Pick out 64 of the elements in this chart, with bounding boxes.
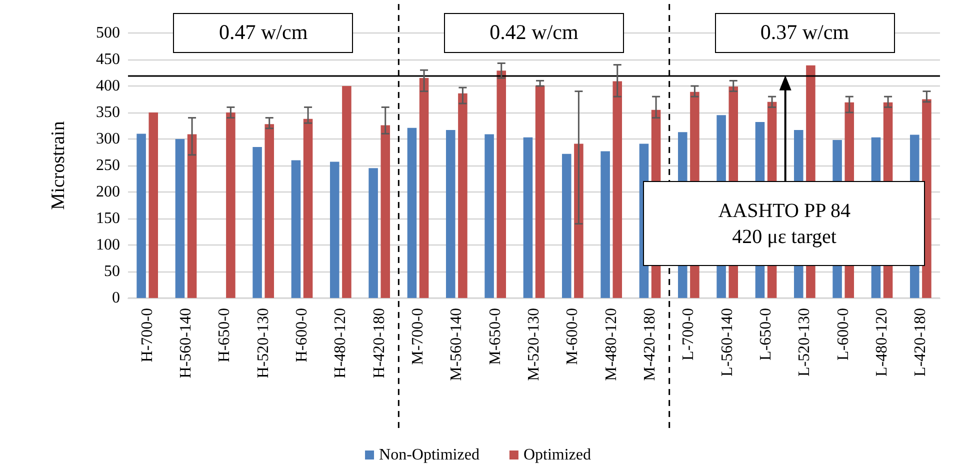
text-box: 0.42 w/cm — [444, 13, 624, 53]
y-tick-label: 500 — [96, 24, 120, 42]
x-tick-label: H-420-180 — [370, 308, 388, 378]
x-tick-label: M-520-130 — [526, 308, 542, 381]
bar — [226, 112, 236, 298]
bar — [148, 112, 158, 298]
bar — [535, 85, 545, 298]
x-tick-label: H-520-130 — [254, 308, 272, 378]
bar — [175, 139, 185, 298]
y-tick-label: 150 — [96, 210, 120, 227]
legend-label: Non-Optimized — [379, 446, 480, 464]
bar — [458, 93, 468, 298]
x-tick-label: M-600-0 — [564, 308, 582, 365]
x-tick-label: H-650-0 — [216, 308, 234, 362]
y-tick-label: 450 — [96, 51, 120, 68]
y-axis-title: Microstrain — [48, 120, 69, 210]
x-tick-label: H-480-120 — [332, 308, 350, 378]
bar — [419, 78, 429, 298]
text-box: 0.47 w/cm — [173, 13, 354, 53]
x-tick-label: L-480-120 — [874, 308, 890, 376]
bar — [407, 128, 417, 298]
x-tick-label: M-650-0 — [486, 308, 504, 365]
bar — [187, 134, 197, 298]
x-tick-label: M-480-120 — [602, 308, 620, 381]
x-tick-label: H-700-0 — [138, 308, 156, 362]
y-tick-label: 250 — [96, 157, 120, 174]
y-tick-label: 200 — [96, 184, 120, 200]
bar — [303, 118, 313, 298]
y-tick-label: 50 — [104, 263, 120, 280]
text-box: AASHTO PP 84 420 με target — [643, 181, 926, 266]
bar — [600, 151, 610, 298]
bar — [496, 70, 506, 298]
x-tick-label: L-600-0 — [834, 308, 852, 360]
y-tick-label: 300 — [96, 130, 120, 148]
bar — [291, 160, 301, 298]
bar — [484, 134, 494, 298]
bar — [252, 146, 262, 298]
legend-label: Optimized — [523, 446, 591, 464]
bar — [446, 130, 456, 298]
x-tick-label: L-700-0 — [680, 308, 698, 360]
bar — [136, 134, 146, 298]
x-tick-label: L-420-180 — [912, 308, 930, 376]
y-tick-label: 100 — [96, 236, 120, 254]
x-tick-label: H-560-140 — [178, 308, 194, 378]
bar — [562, 154, 572, 298]
y-tick-label: 0 — [112, 290, 120, 306]
bar — [368, 168, 378, 298]
x-tick-label: M-420-180 — [642, 308, 658, 381]
bar — [342, 86, 352, 298]
text-box: 0.37 w/cm — [714, 13, 895, 53]
bar — [330, 162, 340, 298]
y-tick-label: 350 — [96, 104, 120, 121]
x-tick-label: H-600-0 — [294, 308, 310, 362]
x-tick-label: L-650-0 — [758, 308, 774, 360]
bar — [264, 124, 274, 298]
bar — [612, 81, 622, 298]
x-tick-label: M-700-0 — [410, 308, 426, 365]
x-tick-label: M-560-140 — [448, 308, 466, 381]
x-tick-label: L-560-140 — [718, 308, 736, 376]
bar — [380, 125, 390, 298]
bar — [574, 144, 584, 298]
x-tick-label: L-520-130 — [796, 308, 814, 376]
bar — [523, 137, 533, 298]
y-tick-label: 400 — [96, 78, 120, 94]
